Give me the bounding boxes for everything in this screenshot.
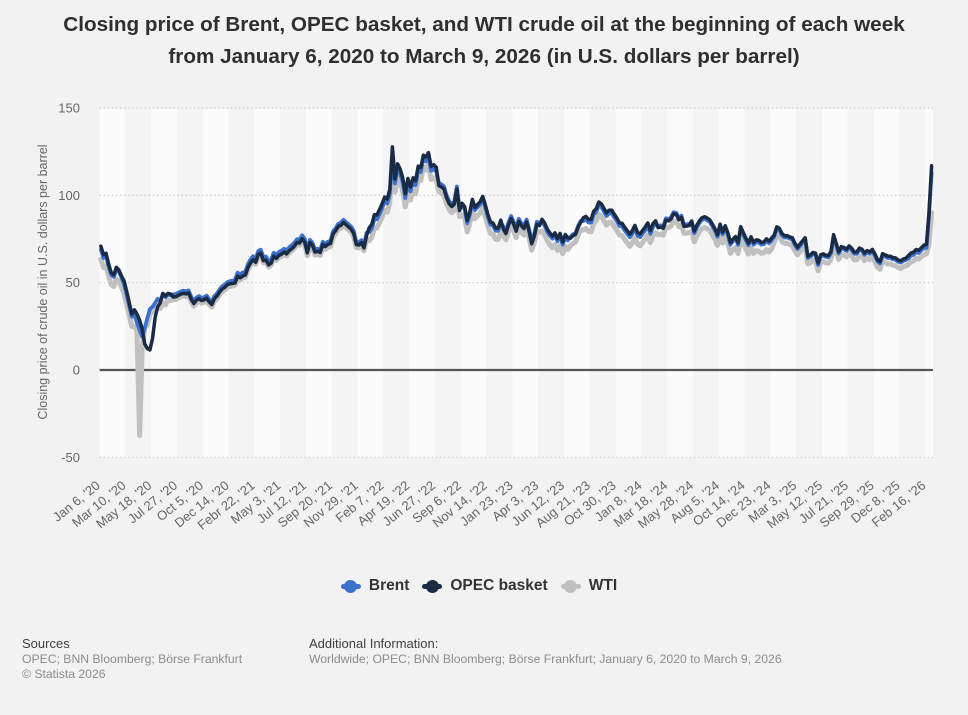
svg-text:100: 100 — [58, 188, 80, 203]
svg-text:150: 150 — [58, 101, 80, 116]
svg-text:50: 50 — [66, 275, 80, 290]
svg-text:Closing price of crude oil in: Closing price of crude oil in U.S. dolla… — [36, 144, 50, 419]
svg-text:0: 0 — [73, 363, 80, 378]
svg-text:-50: -50 — [61, 450, 80, 465]
